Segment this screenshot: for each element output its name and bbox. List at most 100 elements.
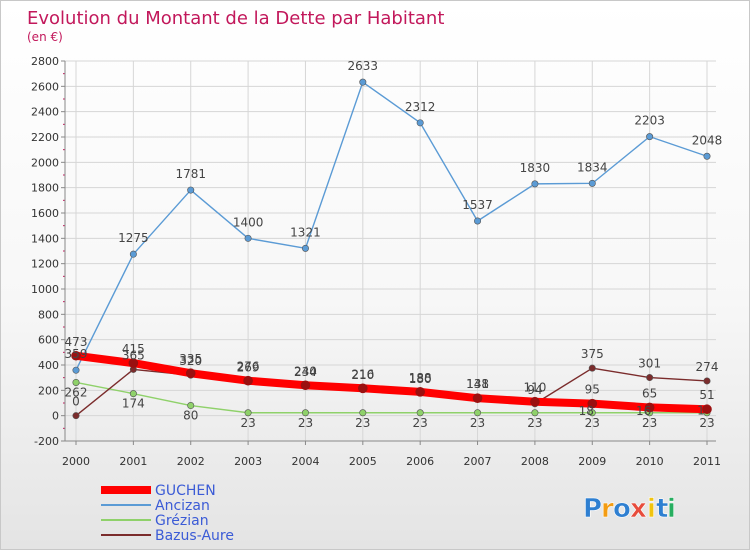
- x-tick-label: 2008: [521, 455, 549, 468]
- legend-label-ancizan: Ancizan: [155, 498, 210, 514]
- data-label-extra: 1: [697, 403, 705, 417]
- data-label-ancizan: 1275: [118, 231, 149, 245]
- y-tick-label: 1600: [31, 207, 59, 220]
- data-point-gr-zian: [244, 409, 252, 417]
- data-label-bazus-aure: 94: [527, 383, 542, 397]
- data-label-guchen: 110: [523, 381, 546, 395]
- data-label-guchen: 188: [409, 371, 432, 385]
- data-point-gr-zian: [187, 402, 195, 410]
- data-label-ancizan: 359: [65, 347, 88, 361]
- data-label-gr-zian: 23: [355, 416, 370, 430]
- data-label-bazus-aure: 0: [72, 395, 80, 409]
- x-tick-label: 2006: [406, 455, 434, 468]
- y-tick-label: 2200: [31, 131, 59, 144]
- data-label-bazus-aure: 269: [237, 361, 260, 375]
- data-label-bazus-aure: 375: [581, 347, 604, 361]
- data-label-ancizan: 2048: [692, 133, 723, 147]
- series-line-ancizan: [75, 81, 708, 371]
- data-labels: 473 415 335 276 240 216 188 138 110 95 65 51 359 1275…: [65, 59, 723, 430]
- data-point-ancizan: [703, 152, 711, 160]
- data-point-gr-zian: [416, 409, 424, 417]
- y-tick-label: 0: [52, 410, 59, 423]
- data-point-ancizan: [474, 217, 482, 225]
- y-tick-label: -200: [34, 435, 59, 448]
- x-tick-label: 2005: [349, 455, 377, 468]
- data-point-guchen: [185, 368, 196, 379]
- data-label-gr-zian: 80: [183, 409, 198, 423]
- data-point-bazus-aure: [703, 377, 711, 385]
- data-label-gr-zian: 23: [642, 416, 657, 430]
- logo-letter: r: [601, 494, 614, 524]
- y-tick-label: 800: [38, 308, 59, 321]
- data-point-bazus-aure: [588, 364, 596, 372]
- data-label-bazus-aure: 141: [466, 377, 489, 391]
- data-label-ancizan: 1400: [233, 215, 264, 229]
- data-label-guchen: 415: [122, 342, 145, 356]
- data-point-guchen: [243, 375, 253, 386]
- data-point-gr-zian: [72, 378, 80, 386]
- data-point-guchen: [644, 402, 655, 413]
- y-tick-label: 1400: [31, 232, 59, 245]
- axes: -200020040060080010001200140016001800200…: [31, 55, 721, 468]
- data-label-gr-zian: 174: [122, 397, 145, 411]
- data-point-ancizan: [244, 234, 252, 242]
- data-point-guchen: [587, 398, 598, 409]
- data-point-guchen: [128, 358, 139, 368]
- data-point-guchen: [472, 393, 483, 403]
- data-label-guchen: 473: [65, 335, 88, 349]
- y-tick-label: 400: [38, 359, 59, 372]
- data-label-bazus-aure: 301: [638, 357, 661, 371]
- data-label-ancizan: 1830: [520, 161, 551, 175]
- data-point-guchen: [415, 387, 425, 397]
- logo-letter: t: [656, 494, 668, 524]
- series-line-guchen: [72, 351, 711, 414]
- series-points: [71, 78, 712, 420]
- logo-letter: P: [583, 494, 602, 524]
- data-point-ancizan: [187, 186, 195, 194]
- data-label-guchen: 95: [585, 383, 600, 397]
- data-label-guchen: 276: [237, 360, 260, 374]
- data-point-guchen: [530, 396, 540, 407]
- data-point-ancizan: [646, 133, 654, 141]
- data-label-extra: 16: [636, 404, 651, 418]
- data-point-gr-zian: [129, 390, 137, 398]
- data-point-ancizan: [359, 78, 367, 86]
- data-label-bazus-aure: 365: [122, 348, 145, 362]
- data-label-guchen: 216: [351, 367, 374, 381]
- data-label-guchen: 240: [294, 364, 317, 378]
- y-tick-label: 1000: [31, 283, 59, 296]
- series-line-gr-zian: [75, 381, 708, 414]
- data-label-gr-zian: 23: [470, 416, 485, 430]
- data-point-bazus-aure: [646, 374, 654, 382]
- y-tick-label: 2600: [31, 80, 59, 93]
- data-point-guchen: [702, 404, 712, 415]
- data-label-ancizan: 1537: [462, 198, 493, 212]
- proxiti-logo: Pr o x i ti: [583, 494, 677, 525]
- data-label-bazus-aure: 180: [409, 372, 432, 386]
- logo-letter: i: [647, 494, 656, 524]
- data-label-ancizan: 2203: [634, 114, 665, 128]
- data-label-gr-zian: 23: [298, 416, 313, 430]
- x-tick-label: 2011: [693, 455, 721, 468]
- data-label-gr-zian: 23: [413, 416, 428, 430]
- data-point-gr-zian: [474, 409, 482, 417]
- data-label-bazus-aure: 234: [294, 365, 317, 379]
- x-tick-label: 2003: [234, 455, 262, 468]
- data-point-gr-zian: [359, 409, 367, 417]
- legend-label-bazus-aure: Bazus-Aure: [155, 528, 234, 544]
- logo-letter: i: [667, 494, 676, 524]
- data-label-ancizan: 1781: [175, 167, 206, 181]
- y-tick-label: 1800: [31, 182, 59, 195]
- data-label-ancizan: 1321: [290, 225, 321, 239]
- data-point-ancizan: [588, 179, 596, 187]
- data-point-gr-zian: [531, 409, 539, 417]
- chart-title: Evolution du Montant de la Dette par Hab…: [27, 8, 444, 29]
- data-point-ancizan: [72, 366, 80, 374]
- y-tick-label: 1200: [31, 258, 59, 271]
- data-label-ancizan: 1834: [577, 160, 608, 174]
- data-label-ancizan: 2312: [405, 100, 436, 114]
- x-tick-label: 2000: [62, 455, 90, 468]
